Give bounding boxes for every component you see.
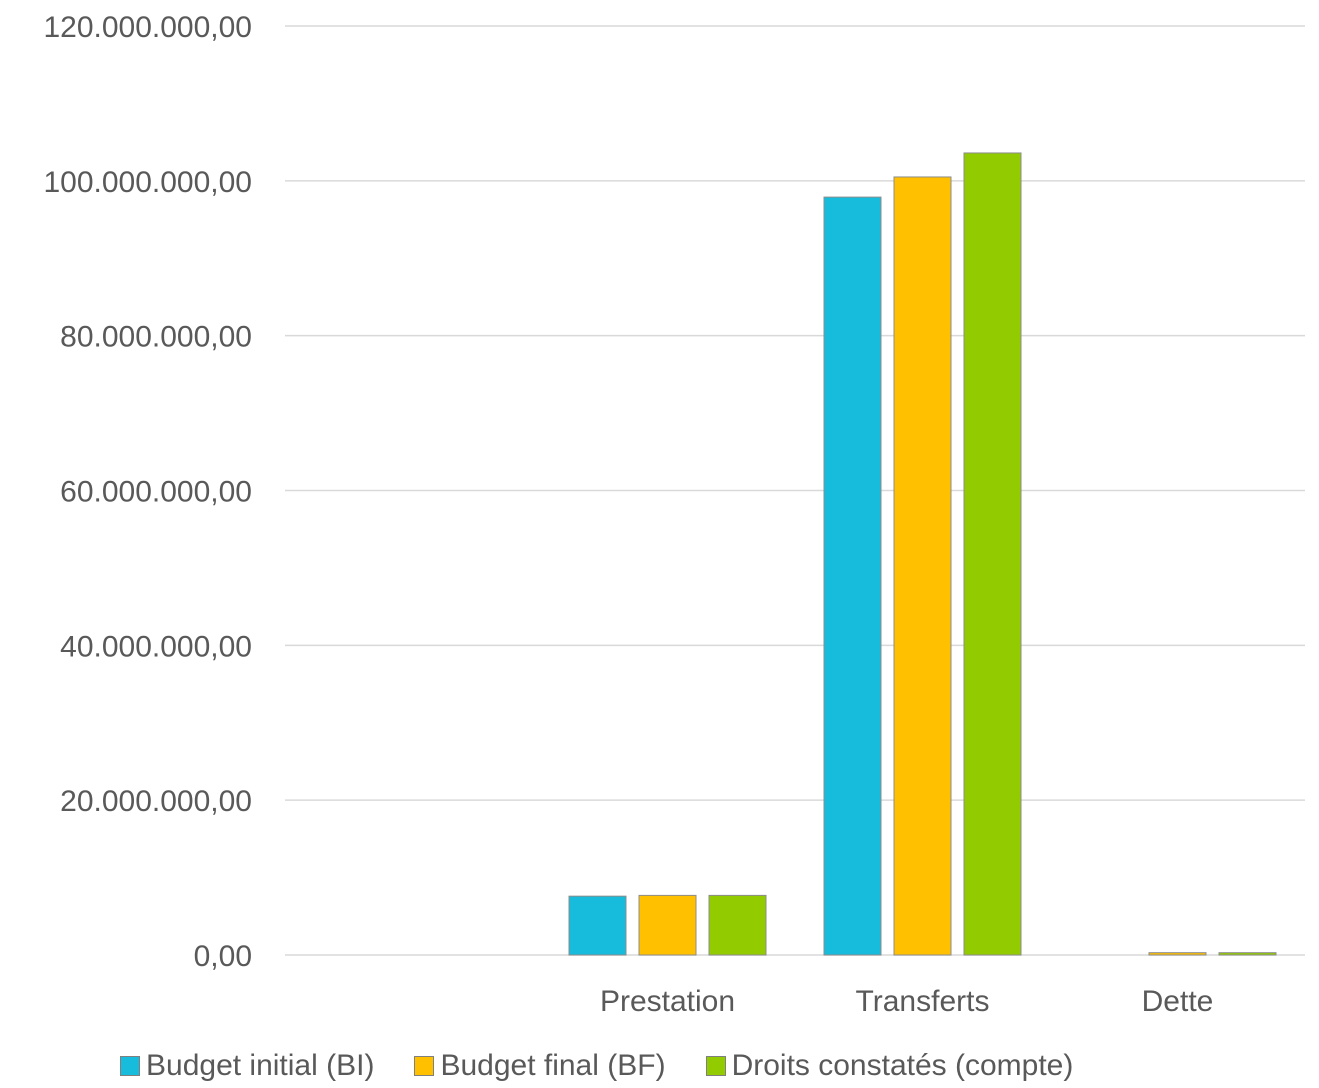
x-axis-category-labels: Prestation Transferts Dette (600, 985, 1213, 1018)
legend-swatch (120, 1056, 140, 1076)
legend-swatch (414, 1056, 435, 1076)
legend-label: Budget initial (BI) (146, 1049, 375, 1082)
x-tick-label: Transferts (856, 985, 990, 1018)
bar (1218, 952, 1277, 956)
bar (708, 894, 767, 956)
legend-label: Budget final (BF) (440, 1049, 666, 1082)
bar (638, 894, 697, 956)
gridlines (285, 25, 1305, 956)
legend-label: Droits constatés (compte) (731, 1049, 1074, 1082)
y-tick-label: 120.000.000,00 (43, 11, 252, 44)
bars (568, 152, 1277, 956)
legend: Budget initial (BI) Budget final (BF) Droi… (120, 1046, 1073, 1086)
y-axis-tick-labels: 0,00 20.000.000,00 40.000.000,00 60.000.000… (43, 11, 252, 973)
bar (963, 152, 1022, 956)
bar (893, 176, 952, 956)
bar (823, 196, 882, 956)
legend-item: Budget final (BF) (414, 1049, 666, 1083)
x-tick-label: Prestation (600, 985, 735, 1018)
y-tick-label: 100.000.000,00 (43, 166, 252, 199)
legend-item: Droits constatés (compte) (705, 1049, 1074, 1083)
bar-chart: 0,00 20.000.000,00 40.000.000,00 60.000.000… (43, 11, 1305, 1018)
y-tick-label: 60.000.000,00 (60, 476, 252, 509)
bar (568, 895, 627, 956)
legend-swatch (705, 1056, 726, 1076)
bar (1148, 952, 1207, 956)
y-tick-label: 20.000.000,00 (60, 785, 252, 818)
y-tick-label: 0,00 (194, 940, 252, 973)
y-tick-label: 80.000.000,00 (60, 321, 252, 354)
legend-item: Budget initial (BI) (120, 1049, 374, 1083)
x-tick-label: Dette (1142, 985, 1214, 1018)
y-tick-label: 40.000.000,00 (60, 630, 252, 663)
